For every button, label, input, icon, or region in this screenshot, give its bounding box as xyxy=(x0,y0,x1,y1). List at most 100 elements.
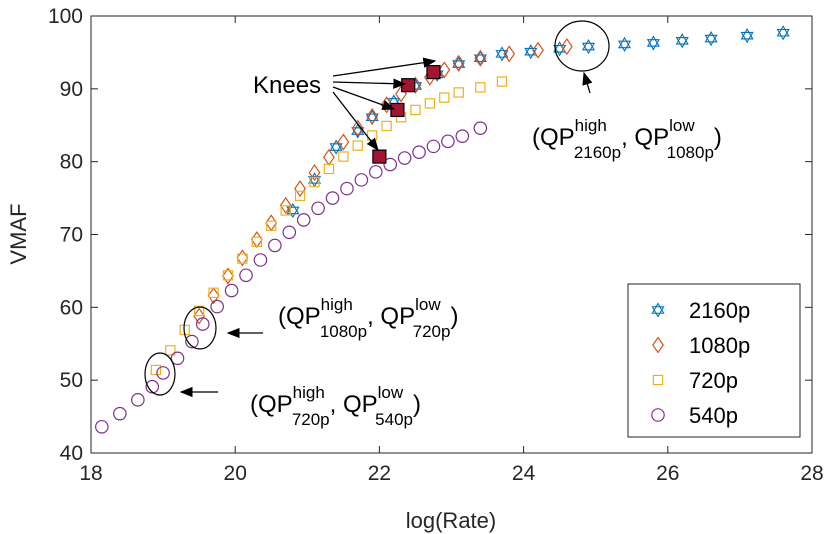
data-point-2160p xyxy=(740,28,754,44)
data-point-540p xyxy=(397,151,412,165)
legend: 2160p 1080p 720p 540p xyxy=(627,283,801,438)
data-point-720p xyxy=(208,287,219,298)
data-point-720p xyxy=(410,104,421,116)
data-point-540p xyxy=(473,121,488,135)
data-point-540p xyxy=(383,157,398,172)
x-tick-label: 22 xyxy=(368,462,391,485)
knee-point xyxy=(390,102,405,118)
knee-point xyxy=(372,149,387,164)
data-point-720p xyxy=(352,140,363,151)
data-point-720p xyxy=(453,87,464,98)
marker-triangle-down xyxy=(329,143,343,155)
data-point-2160p xyxy=(351,123,365,139)
arrow-2160-1080 xyxy=(582,71,593,94)
data-point-720p xyxy=(237,253,248,264)
data-point-1080p xyxy=(474,49,487,67)
marker-triangle-down xyxy=(307,176,322,188)
y-tick-label: 100 xyxy=(48,5,83,28)
data-point-1080p xyxy=(503,45,516,63)
annotation-prefix: (QP xyxy=(250,391,293,418)
marker-triangle-down xyxy=(524,47,538,60)
data-point-2160p xyxy=(365,109,379,125)
data-point-720p xyxy=(439,92,450,103)
data-point-540p xyxy=(368,165,383,179)
data-point-720p xyxy=(165,345,176,356)
marker-triangle-up xyxy=(651,302,665,314)
data-point-1080p xyxy=(560,38,573,56)
data-point-720p xyxy=(294,190,306,202)
legend-marker-540p xyxy=(651,408,665,422)
data-point-2160p xyxy=(704,30,718,47)
annotation-qp-2160-1080: (QPhigh 2160p, QPlow 1080p) xyxy=(532,116,722,162)
legend-marker-720p xyxy=(652,374,664,386)
data-point-2160p xyxy=(675,33,689,49)
data-point-720p xyxy=(150,364,162,376)
data-point-540p xyxy=(296,213,311,227)
data-point-720p xyxy=(251,236,263,247)
data-point-1080p xyxy=(279,196,292,214)
knee-arrow-4 xyxy=(332,91,379,152)
data-point-540p xyxy=(325,191,340,205)
data-point-720p xyxy=(424,98,436,109)
marker-triangle-down xyxy=(675,36,689,49)
annotation-prefix: (QP xyxy=(278,303,321,330)
data-point-2160p xyxy=(646,35,660,51)
x-tick-label: 20 xyxy=(224,462,247,485)
data-point-540p xyxy=(156,366,170,380)
data-point-540p xyxy=(354,173,369,187)
data-point-2160p xyxy=(307,172,322,188)
annotation-mid: , QP xyxy=(367,303,415,330)
data-point-720p xyxy=(381,120,392,132)
data-point-2160p xyxy=(776,25,790,41)
data-point-1080p xyxy=(366,107,379,126)
marker-triangle-up xyxy=(776,25,790,37)
annotation-suffix: ) xyxy=(450,303,458,330)
marker-triangle-up xyxy=(365,109,379,122)
data-point-540p xyxy=(282,225,297,240)
marker-triangle-up xyxy=(740,28,754,40)
knee-arrow-1 xyxy=(332,57,437,77)
series-720p xyxy=(150,76,508,376)
series-540p xyxy=(95,121,488,434)
data-point-540p xyxy=(195,317,210,331)
marker-triangle-down xyxy=(776,28,790,41)
data-point-540p xyxy=(239,268,253,283)
legend-item-540p: 540p xyxy=(651,403,738,428)
marker-triangle-up xyxy=(646,35,660,47)
data-point-2160p xyxy=(473,50,487,66)
data-marks xyxy=(95,25,790,434)
data-point-540p xyxy=(131,393,145,407)
data-point-540p xyxy=(412,145,426,159)
knee-arrow-2 xyxy=(332,78,407,89)
y-tick-label: 90 xyxy=(60,78,83,101)
data-point-540p xyxy=(441,134,455,149)
annotation-mid: , QP xyxy=(621,124,669,151)
annotation-mid: , QP xyxy=(330,391,378,418)
annotation-sup: high xyxy=(293,383,325,402)
marker-triangle-down xyxy=(740,31,754,44)
x-tick-label: 24 xyxy=(512,462,536,485)
data-point-540p xyxy=(426,139,441,154)
knee-arrow-3 xyxy=(332,86,396,110)
marker-triangle-down xyxy=(473,54,487,66)
marker-triangle-down xyxy=(581,42,596,55)
data-point-720p xyxy=(496,76,508,87)
data-point-540p xyxy=(145,379,160,394)
data-point-540p xyxy=(170,351,185,366)
marker-triangle-up xyxy=(675,33,689,45)
data-point-540p xyxy=(340,181,354,196)
axis-ticks: 18 20 22 24 26 28 40 50 60 70 80 90 100 xyxy=(48,5,824,485)
marker-triangle-down xyxy=(646,39,660,51)
data-point-1080p xyxy=(438,61,451,79)
data-point-540p xyxy=(268,238,282,253)
data-point-540p xyxy=(185,334,199,349)
annotation-sub: 540p xyxy=(375,410,413,429)
marker-triangle-down xyxy=(365,113,379,125)
annotation-sup: high xyxy=(575,116,607,135)
data-point-1080p xyxy=(452,54,465,72)
y-tick-label: 80 xyxy=(60,151,83,174)
x-tick-label: 28 xyxy=(800,462,823,485)
knees-label: Knees xyxy=(253,72,321,99)
annotation-sup: low xyxy=(669,116,695,135)
marker-triangle-up xyxy=(307,172,322,184)
